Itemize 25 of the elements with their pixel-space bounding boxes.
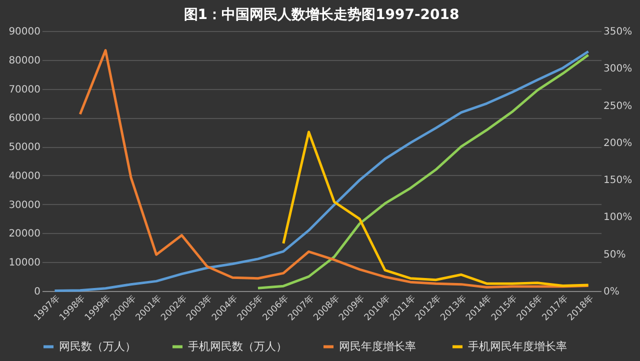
y2-tick-label: 250% — [604, 100, 632, 112]
y-tick-label: 90000 — [8, 26, 40, 38]
y-tick-label: 50000 — [8, 142, 40, 154]
y-tick-label: 70000 — [8, 84, 40, 96]
y2-tick-label: 350% — [604, 26, 632, 38]
legend-label: 手机网民年度增长率 — [468, 340, 567, 353]
legend-label: 手机网民数（万人） — [188, 340, 287, 353]
line-series — [256, 54, 590, 290]
y-tick-label: 80000 — [8, 55, 40, 66]
y-tick-label: 30000 — [8, 200, 40, 211]
y-tick-label: 40000 — [8, 170, 40, 182]
y2-tick-label: 150% — [604, 175, 632, 186]
legend-label: 网民数（万人） — [59, 340, 136, 353]
y2-tick-label: 100% — [604, 212, 632, 224]
y-tick-label: 60000 — [8, 113, 40, 124]
y-tick-label: 0 — [34, 286, 40, 298]
y2-tick-label: 50% — [604, 249, 626, 260]
y2-tick-label: 0% — [604, 286, 620, 298]
y-tick-label: 10000 — [8, 258, 40, 269]
y2-tick-label: 200% — [604, 138, 632, 149]
line-series — [282, 130, 590, 288]
legend-label: 网民年度增长率 — [339, 340, 416, 353]
y2-tick-label: 300% — [604, 64, 632, 75]
chart-title: 图1：中国网民人数增长走势图1997-2018 — [184, 7, 460, 23]
y-tick-label: 20000 — [8, 228, 40, 240]
